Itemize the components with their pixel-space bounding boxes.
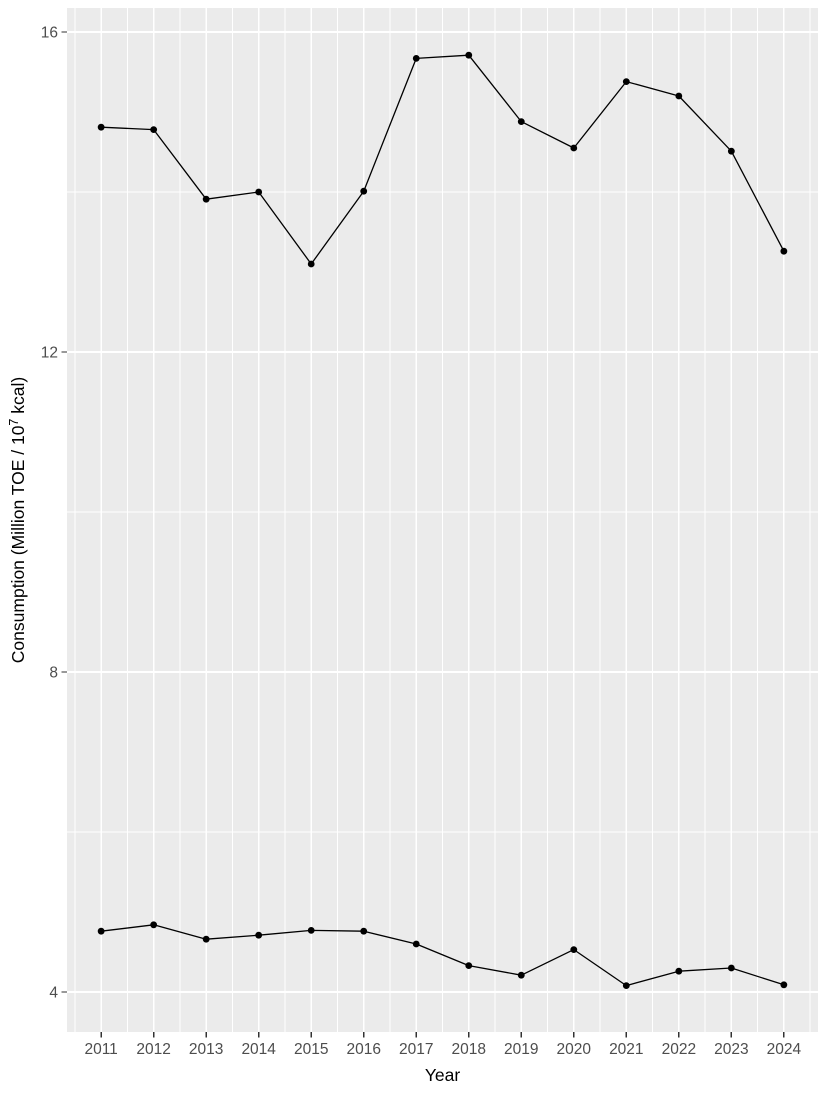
x-tick-label: 2011 [84,1041,117,1058]
lower-series-point [622,982,630,989]
upper-series-point [570,144,578,152]
lower-series-point [150,921,158,929]
upper-series-point [622,78,630,85]
lower-series-point [255,931,263,939]
upper-series-point [675,92,683,100]
upper-series-point [307,260,315,268]
y-axis-title: Consumption (Million TOE / 107 kcal) [7,377,28,663]
x-tick-label: 2014 [241,1041,276,1058]
upper-series-point [517,118,525,125]
x-tick-label: 2022 [662,1041,696,1058]
lower-series-point [780,981,788,989]
y-tick-label: 4 [49,985,58,1002]
x-tick-label: 2019 [504,1041,538,1058]
upper-series-point [255,188,263,196]
lower-series-point [517,971,525,979]
upper-series-point [465,51,473,59]
upper-series-point [727,147,735,155]
x-tick-label: 2024 [767,1041,802,1058]
y-tick-label: 12 [41,345,58,362]
x-tick-label: 2023 [714,1041,748,1058]
y-tick-label: 16 [41,25,58,42]
x-axis-title: Year [425,1065,461,1085]
upper-series-point [150,126,158,133]
y-tick-label: 8 [49,665,58,682]
lower-series-point [97,927,105,935]
lower-series-point [727,964,735,972]
upper-series-point [360,187,368,195]
x-tick-label: 2016 [346,1041,380,1058]
lower-series-point [570,946,578,953]
lower-series-point [675,967,683,975]
x-tick-label: 2015 [294,1041,328,1058]
lower-series-point [360,927,368,935]
x-tick-label: 2020 [557,1041,592,1058]
upper-series-point [412,55,420,62]
lower-series-point [465,962,473,969]
x-tick-label: 2012 [136,1041,170,1058]
lower-series-line [100,924,785,987]
x-tick-label: 2013 [189,1041,223,1058]
x-tick-label: 2021 [609,1041,643,1058]
lower-series-point [307,927,315,934]
upper-series-point [202,195,210,203]
lower-series-point [412,940,420,948]
lower-series-point [202,935,210,943]
x-tick-label: 2017 [399,1041,433,1058]
upper-series-line [100,54,785,265]
x-tick-label: 2018 [452,1041,486,1058]
upper-series-point [780,247,788,255]
upper-series-point [97,123,105,131]
